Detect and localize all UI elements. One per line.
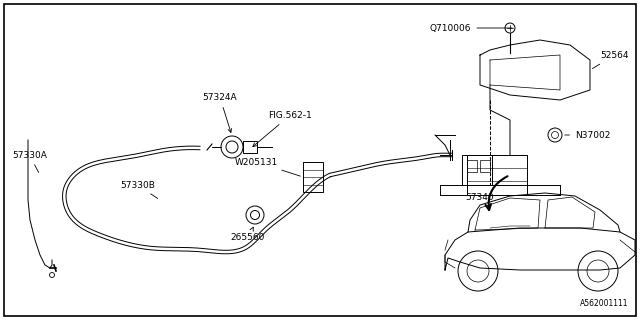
Text: Q710006: Q710006	[430, 23, 512, 33]
Bar	[467, 160, 477, 172]
Text: W205131: W205131	[235, 157, 300, 176]
Text: 52564: 52564	[593, 51, 628, 68]
Text: FIG.562-1: FIG.562-1	[253, 111, 312, 147]
Text: 265560: 265560	[231, 227, 265, 242]
Bar	[462, 155, 492, 185]
Bar	[480, 160, 490, 172]
Bar	[467, 155, 527, 195]
Bar	[243, 141, 257, 153]
Text: 57330B: 57330B	[120, 180, 157, 198]
Text: 57324A: 57324A	[203, 93, 237, 132]
Bar	[303, 162, 323, 192]
Text: A562001111: A562001111	[579, 299, 628, 308]
Text: 57340: 57340	[465, 193, 493, 202]
Text: N37002: N37002	[564, 131, 611, 140]
Text: 57330A: 57330A	[12, 150, 47, 172]
